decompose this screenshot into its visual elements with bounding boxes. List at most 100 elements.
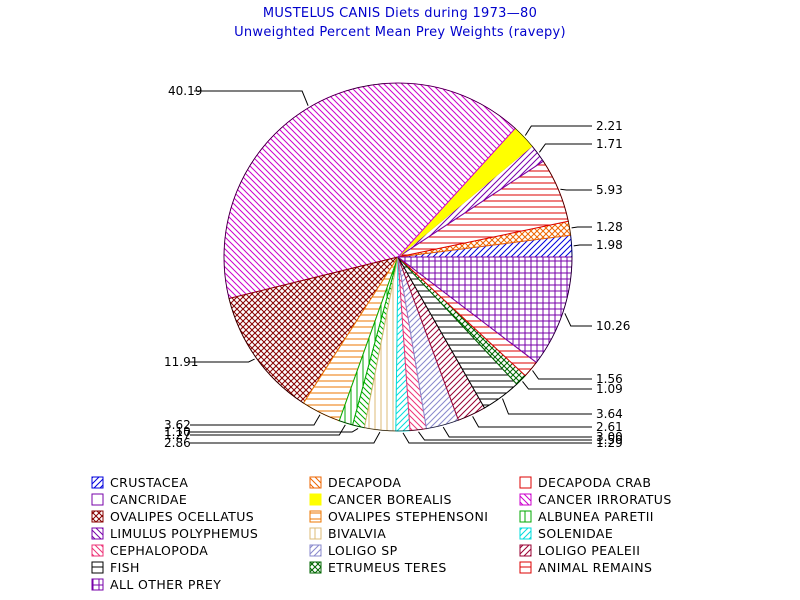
data-label-cancer-borealis: 2.21 [596, 119, 623, 133]
leader-cancer-irroratus [194, 90, 309, 106]
legend-item-decapoda: DECAPODA [309, 475, 401, 490]
legend-item-ovalipes-ocellatus: OVALIPES OCELLATUS [91, 509, 254, 524]
legend-item-animal-remains: ANIMAL REMAINS [519, 560, 652, 575]
legend-swatch [519, 544, 532, 557]
legend-label: LOLIGO SP [328, 543, 398, 558]
data-label-solenidae: 1.29 [596, 436, 623, 450]
chart-title: MUSTELUS CANIS Diets during 1973—80 [263, 6, 537, 21]
legend-swatch [91, 544, 104, 557]
legend-label: ALBUNEA PARETII [538, 509, 654, 524]
data-label-all-other-prey: 10.26 [596, 319, 630, 333]
legend-label: FISH [110, 560, 140, 575]
leader-solenidae [402, 432, 592, 444]
legend-swatch [309, 476, 322, 489]
data-label-albunea-paretii: 1.27 [164, 428, 191, 442]
leader-loligo-pealeii [472, 416, 592, 428]
legend-item-cancer-irroratus: CANCER IRRORATUS [519, 492, 672, 507]
data-label-ovalipes-ocellatus: 11.91 [164, 355, 198, 369]
legend-swatch [91, 510, 104, 523]
leader-limulus-polyphemus [190, 427, 359, 433]
legend-swatch [91, 578, 104, 591]
legend-label: CANCER BOREALIS [328, 492, 452, 507]
data-label-fish: 3.64 [596, 407, 623, 421]
legend-item-ovalipes-stephensoni: OVALIPES STEPHENSONI [309, 509, 488, 524]
leader-decapoda-crab [560, 188, 592, 191]
legend-label: LOLIGO PEALEII [538, 543, 640, 558]
legend-swatch [309, 527, 322, 540]
legend-swatch [309, 493, 322, 506]
legend-label: ETRUMEUS TERES [328, 560, 447, 575]
legend-label: CANCRIDAE [110, 492, 187, 507]
leader-lines [190, 90, 592, 444]
legend-item-cephalopoda: CEPHALOPODA [91, 543, 208, 558]
leader-bivalvia [190, 431, 381, 444]
data-label-cancridae: 1.71 [596, 137, 623, 151]
legend-label: DECAPODA [328, 475, 401, 490]
legend-swatch [309, 510, 322, 523]
legend-item-loligo-sp: LOLIGO SP [309, 543, 398, 558]
legend-swatch [91, 476, 104, 489]
legend: CRUSTACEA DECAPODA DECAPODA CRAB CANCRIDAE C… [91, 475, 672, 592]
leader-ovalipes-ocellatus [190, 358, 255, 363]
legend-label: DECAPODA CRAB [538, 475, 651, 490]
leader-crustacea [573, 244, 592, 247]
data-label-etrumeus-teres: 1.09 [596, 382, 623, 396]
legend-item-etrumeus-teres: ETRUMEUS TERES [309, 560, 447, 575]
chart-subtitle: Unweighted Percent Mean Prey Weights (ra… [234, 25, 566, 40]
leader-cephalopoda [418, 431, 592, 441]
legend-label: ANIMAL REMAINS [538, 560, 652, 575]
legend-swatch [519, 476, 532, 489]
data-label-loligo-pealeii: 2.61 [596, 420, 623, 434]
data-label-crustacea: 1.98 [596, 238, 623, 252]
legend-swatch [309, 544, 322, 557]
legend-label: CRUSTACEA [110, 475, 188, 490]
legend-swatch [309, 561, 322, 574]
data-label-bivalvia: 2.86 [164, 436, 191, 450]
legend-label: OVALIPES STEPHENSONI [328, 509, 488, 524]
legend-swatch [519, 561, 532, 574]
legend-item-albunea-paretii: ALBUNEA PARETII [519, 509, 654, 524]
leader-animal-remains [532, 370, 592, 380]
legend-item-crustacea: CRUSTACEA [91, 475, 188, 490]
data-label-limulus-polyphemus: 1.10 [164, 425, 191, 439]
leader-loligo-sp [442, 426, 592, 438]
leader-ovalipes-stephensoni [190, 414, 321, 426]
legend-label: SOLENIDAE [538, 526, 613, 541]
legend-swatch [519, 527, 532, 540]
leader-cancridae [538, 143, 592, 153]
leader-albunea-paretii [190, 424, 346, 436]
data-label-cephalopoda: 1.50 [596, 433, 623, 447]
leader-decapoda [571, 226, 592, 229]
leader-cancer-borealis [524, 125, 592, 136]
data-label-cancer-irroratus: 40.19 [168, 84, 202, 98]
legend-label: OVALIPES OCELLATUS [110, 509, 254, 524]
pie-outline [223, 82, 573, 432]
legend-item-bivalvia: BIVALVIA [309, 526, 386, 541]
data-label-loligo-sp: 3.00 [596, 430, 623, 444]
legend-swatch [91, 527, 104, 540]
legend-item-limulus-polyphemus: LIMULUS POLYPHEMUS [91, 526, 258, 541]
legend-label: BIVALVIA [328, 526, 386, 541]
legend-item-cancer-borealis: CANCER BOREALIS [309, 492, 452, 507]
legend-item-loligo-pealeii: LOLIGO PEALEII [519, 543, 640, 558]
legend-label: CEPHALOPODA [110, 543, 208, 558]
legend-label: CANCER IRRORATUS [538, 492, 672, 507]
data-label-animal-remains: 1.56 [596, 372, 623, 386]
legend-label: ALL OTHER PREY [110, 577, 221, 592]
leader-all-other-prey [564, 313, 592, 327]
legend-swatch [519, 493, 532, 506]
legend-item-all-other-prey: ALL OTHER PREY [91, 577, 221, 592]
leader-etrumeus-teres [522, 381, 592, 390]
legend-swatch [519, 510, 532, 523]
data-labels: 1.981.285.931.712.2140.1911.913.621.271.… [164, 84, 630, 450]
legend-swatch [91, 493, 104, 506]
data-label-decapoda: 1.28 [596, 220, 623, 234]
legend-item-solenidae: SOLENIDAE [519, 526, 613, 541]
legend-item-cancridae: CANCRIDAE [91, 492, 187, 507]
legend-item-decapoda-crab: DECAPODA CRAB [519, 475, 651, 490]
data-label-ovalipes-stephensoni: 3.62 [164, 418, 191, 432]
legend-item-fish: FISH [91, 560, 140, 575]
data-label-decapoda-crab: 5.93 [596, 183, 623, 197]
leader-fish [502, 398, 592, 415]
